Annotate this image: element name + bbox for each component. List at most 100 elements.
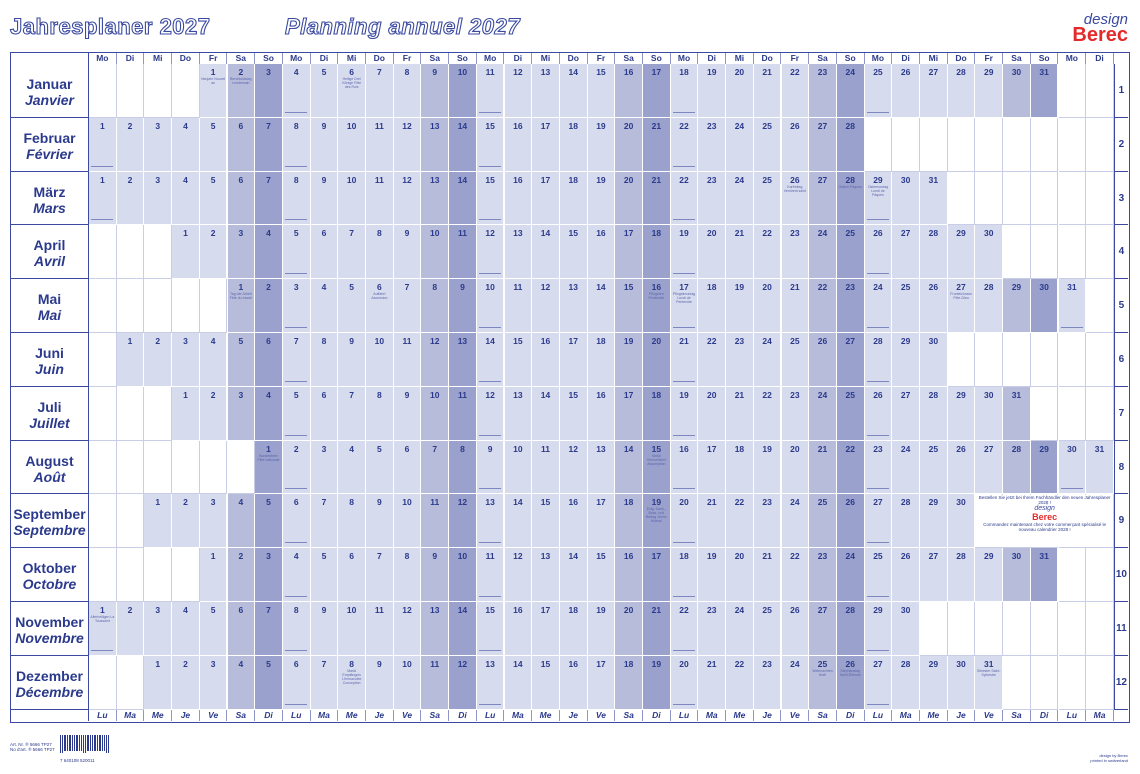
barcode-number: 7 640108 520011	[60, 758, 95, 763]
day-cell: 25	[864, 64, 893, 118]
week-marker	[284, 273, 307, 276]
day-cell: 5	[310, 64, 339, 118]
day-cell: 31	[1030, 548, 1059, 602]
day-number: 16	[568, 497, 578, 508]
day-number: 12	[513, 551, 523, 562]
week-marker	[866, 273, 889, 276]
day-cell: 24	[809, 225, 837, 280]
day-number: 13	[596, 443, 606, 454]
day-number: 8	[404, 67, 410, 77]
day-cell: 21	[643, 602, 671, 656]
day-number: 6	[266, 336, 271, 346]
day-number: 22	[762, 389, 772, 400]
day-cell: 9	[421, 548, 450, 602]
weekday-footer-36: Ma	[1086, 709, 1114, 721]
day-cell: 26	[781, 602, 810, 656]
day-cell: 7	[310, 494, 339, 549]
day-number: 30	[984, 228, 994, 239]
weekday-header-0: Mo	[89, 53, 117, 64]
day-cell: 12	[532, 279, 560, 333]
day-number: 16	[513, 174, 523, 185]
day-cell: 20	[615, 117, 643, 172]
day-number: 27	[956, 282, 966, 293]
day-number: 29	[1011, 282, 1022, 293]
empty-cell	[116, 225, 145, 280]
holiday-label: Stephanstag Saint-Étienne	[839, 668, 861, 677]
day-number: 2	[183, 497, 188, 508]
day-number: 8	[293, 120, 299, 131]
day-cell: 12	[476, 386, 505, 441]
day-cell: 13	[476, 494, 505, 549]
day-cell: 22	[670, 117, 699, 172]
week-marker	[284, 219, 307, 222]
credit-printed: printed in switzerland	[1090, 757, 1128, 763]
day-cell: 19	[587, 602, 616, 656]
day-cell: 27	[920, 64, 948, 118]
day-number: 8	[293, 605, 299, 615]
day-cell: 22	[781, 64, 810, 118]
weekday-footer-22: Ma	[698, 709, 727, 721]
day-cell: 28	[836, 117, 865, 172]
day-number: 18	[679, 67, 689, 77]
day-cell: 3	[144, 117, 173, 172]
day-cell: 25	[753, 171, 782, 226]
day-cell: 11	[421, 655, 450, 710]
day-cell: 9	[449, 279, 477, 333]
day-cell: 8	[282, 171, 311, 226]
day-cell: 28 Ostern Pâques	[836, 171, 865, 226]
day-number: 30	[1011, 67, 1022, 77]
day-number: 9	[460, 282, 465, 293]
day-number: 11	[374, 605, 384, 615]
empty-cell	[1030, 171, 1059, 226]
day-number: 19	[596, 605, 606, 615]
day-number: 31	[1039, 67, 1049, 77]
day-number: 13	[430, 174, 440, 185]
day-cell: 20	[753, 279, 782, 333]
day-cell: 19	[726, 279, 754, 333]
month-name-8: August Août	[11, 440, 89, 495]
month-name-fr: Octobre	[22, 576, 77, 593]
weekday-header-13: So	[449, 53, 477, 64]
day-number: 17	[623, 389, 634, 400]
day-number: 21	[762, 551, 772, 562]
day-number: 10	[457, 551, 468, 562]
day-number: 11	[430, 658, 440, 669]
day-number: 1	[99, 120, 105, 131]
day-cell: 21	[809, 440, 837, 495]
day-number: 13	[485, 658, 495, 669]
day-cell: 16 Pfingsten Pentecôte	[643, 279, 671, 333]
day-cell: 1	[172, 386, 200, 441]
week-marker	[284, 380, 307, 384]
day-cell: 2	[227, 548, 256, 602]
week-marker	[478, 326, 501, 330]
day-number: 1	[99, 605, 105, 615]
day-cell: 2	[172, 494, 200, 549]
month-number-8: 8	[1113, 440, 1128, 495]
day-cell: 13	[449, 333, 477, 387]
day-number: 13	[430, 605, 440, 615]
day-number: 5	[210, 174, 216, 185]
day-number: 9	[349, 336, 354, 346]
empty-cell	[947, 171, 976, 226]
day-number: 23	[707, 605, 717, 615]
day-cell: 22	[836, 440, 865, 495]
day-cell: 22	[781, 548, 810, 602]
week-marker	[866, 434, 889, 438]
day-number: 2	[127, 605, 133, 615]
week-marker	[284, 595, 307, 599]
week-marker	[478, 111, 501, 115]
weekday-header-6: So	[255, 53, 283, 64]
day-number: 25	[928, 443, 939, 454]
month-name-fr: Avril	[33, 253, 66, 270]
day-cell: 13	[421, 602, 450, 656]
day-cell: 17	[532, 602, 560, 656]
day-cell: 4	[199, 333, 228, 387]
day-cell: 7	[393, 279, 422, 333]
day-number: 19	[596, 120, 606, 131]
day-cell: 13	[559, 279, 588, 333]
day-number: 14	[540, 389, 551, 400]
day-number: 22	[790, 551, 800, 562]
day-number: 7	[266, 605, 271, 615]
empty-cell	[1003, 333, 1031, 387]
day-cell: 21	[753, 548, 782, 602]
